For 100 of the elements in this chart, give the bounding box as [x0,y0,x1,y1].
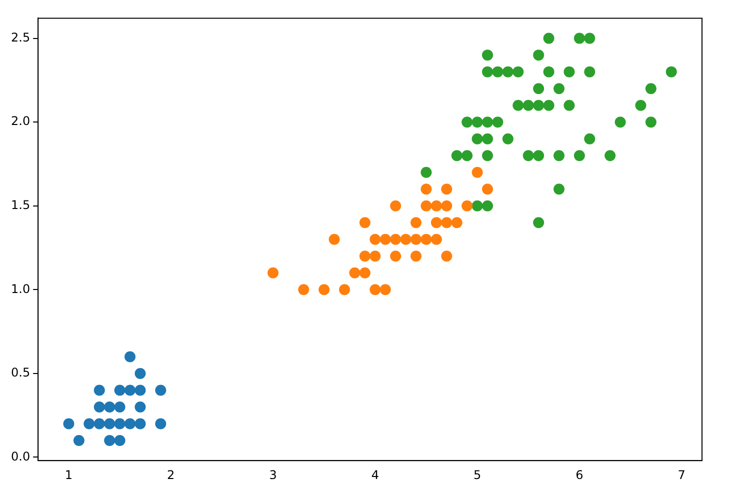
point [370,250,381,262]
point [114,384,126,396]
point [430,234,442,245]
point [420,184,432,195]
point [318,284,330,296]
point [666,66,677,78]
y-tick-label: 0.5 [10,366,30,380]
point [584,66,596,78]
point [533,100,544,111]
point [512,100,524,111]
point [390,234,402,245]
point [635,100,646,111]
point [94,418,105,430]
y-tick-label: 2.5 [10,30,30,44]
point [574,32,585,44]
point [114,401,126,412]
point [339,284,350,296]
point [134,368,146,379]
point [370,234,381,245]
point [614,116,626,128]
point [390,200,402,212]
point [482,184,494,195]
point [564,100,575,111]
point [359,250,370,262]
point [124,418,136,430]
point [441,217,452,228]
point [73,434,84,446]
point [492,66,504,78]
x-tick-label: 3 [269,468,277,482]
point [94,384,105,396]
point [502,66,514,78]
point [482,116,494,128]
point [400,234,412,245]
point [134,401,146,412]
point [512,66,524,78]
point [482,200,494,212]
point [502,133,514,144]
point [155,418,166,430]
point [543,66,554,78]
point [63,418,74,430]
point [482,133,494,144]
point [554,184,565,195]
point [94,401,105,412]
point [84,418,95,430]
point [543,100,554,111]
point [104,434,116,446]
point [451,217,462,228]
point [645,116,656,128]
point [420,166,432,178]
point [420,234,432,245]
point [482,50,494,61]
point [564,66,575,78]
point [482,66,494,78]
point [543,32,554,44]
point [584,133,596,144]
point [472,133,483,144]
point [114,434,126,446]
x-tick-label: 2 [167,468,175,482]
point [554,83,565,94]
point [451,150,462,162]
point [380,234,391,245]
point [104,418,116,430]
point [441,250,452,262]
point [441,184,452,195]
point [574,150,585,162]
point [420,200,432,212]
point [522,100,534,111]
x-tick-label: 4 [371,468,379,482]
x-tick-label: 5 [473,468,482,482]
point [441,200,452,212]
point [349,267,360,278]
x-tick-label: 1 [64,468,73,482]
point [462,116,473,128]
point [359,267,370,278]
point [410,250,422,262]
point [533,217,544,228]
point [134,384,146,396]
x-tick-label: 7 [678,468,686,482]
point [462,200,473,212]
y-tick-label: 1.5 [10,198,30,212]
point [410,217,422,228]
point [124,351,136,362]
point [604,150,616,162]
point [298,284,310,296]
point [155,384,166,396]
point [359,217,370,228]
point [328,234,340,245]
point [533,150,544,162]
point [370,284,381,296]
y-tick-label: 0.0 [10,449,30,464]
point [430,200,442,212]
point [268,267,279,278]
point [134,418,146,430]
point [430,217,442,228]
point [124,384,136,396]
point [390,250,402,262]
x-tick-label: 6 [576,468,584,482]
point [554,150,565,162]
point [114,418,126,430]
point [472,166,483,178]
